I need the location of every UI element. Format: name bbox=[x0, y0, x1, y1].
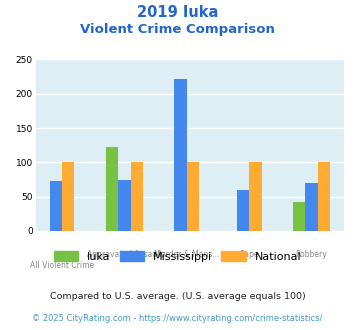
Bar bbox=[106, 147, 118, 231]
Text: Compared to U.S. average. (U.S. average equals 100): Compared to U.S. average. (U.S. average … bbox=[50, 292, 305, 301]
Bar bbox=[187, 162, 199, 231]
Bar bbox=[62, 162, 75, 231]
Text: 2019 Iuka: 2019 Iuka bbox=[137, 5, 218, 20]
Bar bbox=[318, 162, 330, 231]
Text: Murder & Mans...: Murder & Mans... bbox=[154, 250, 219, 259]
Bar bbox=[305, 183, 318, 231]
Text: © 2025 CityRating.com - https://www.cityrating.com/crime-statistics/: © 2025 CityRating.com - https://www.city… bbox=[32, 314, 323, 323]
Bar bbox=[131, 162, 143, 231]
Bar bbox=[50, 181, 62, 231]
Bar bbox=[249, 162, 262, 231]
Bar bbox=[237, 190, 249, 231]
Text: Rape: Rape bbox=[240, 250, 259, 259]
Text: Aggravated Assault: Aggravated Assault bbox=[87, 250, 162, 259]
Text: All Violent Crime: All Violent Crime bbox=[30, 260, 94, 270]
Legend: Iuka, Mississippi, National: Iuka, Mississippi, National bbox=[50, 247, 305, 267]
Bar bbox=[293, 202, 305, 231]
Bar bbox=[118, 180, 131, 231]
Bar bbox=[174, 79, 187, 231]
Text: Robbery: Robbery bbox=[296, 250, 327, 259]
Text: Violent Crime Comparison: Violent Crime Comparison bbox=[80, 23, 275, 36]
